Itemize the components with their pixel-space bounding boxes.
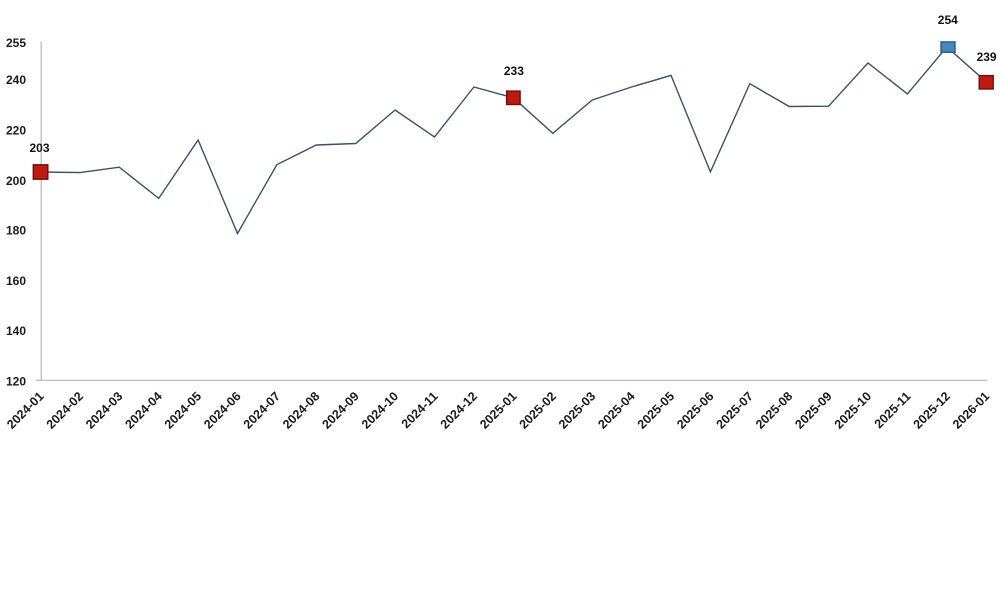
svg-text:180: 180 xyxy=(6,224,26,238)
svg-text:240: 240 xyxy=(6,73,26,87)
svg-text:200: 200 xyxy=(6,174,26,188)
svg-text:239: 239 xyxy=(977,50,997,64)
svg-text:233: 233 xyxy=(504,64,524,78)
svg-text:203: 203 xyxy=(29,141,49,155)
svg-text:254: 254 xyxy=(938,13,958,27)
svg-text:255: 255 xyxy=(6,36,26,50)
svg-text:160: 160 xyxy=(6,274,26,288)
svg-text:120: 120 xyxy=(6,374,26,388)
svg-text:140: 140 xyxy=(6,324,26,338)
svg-text:220: 220 xyxy=(6,123,26,137)
